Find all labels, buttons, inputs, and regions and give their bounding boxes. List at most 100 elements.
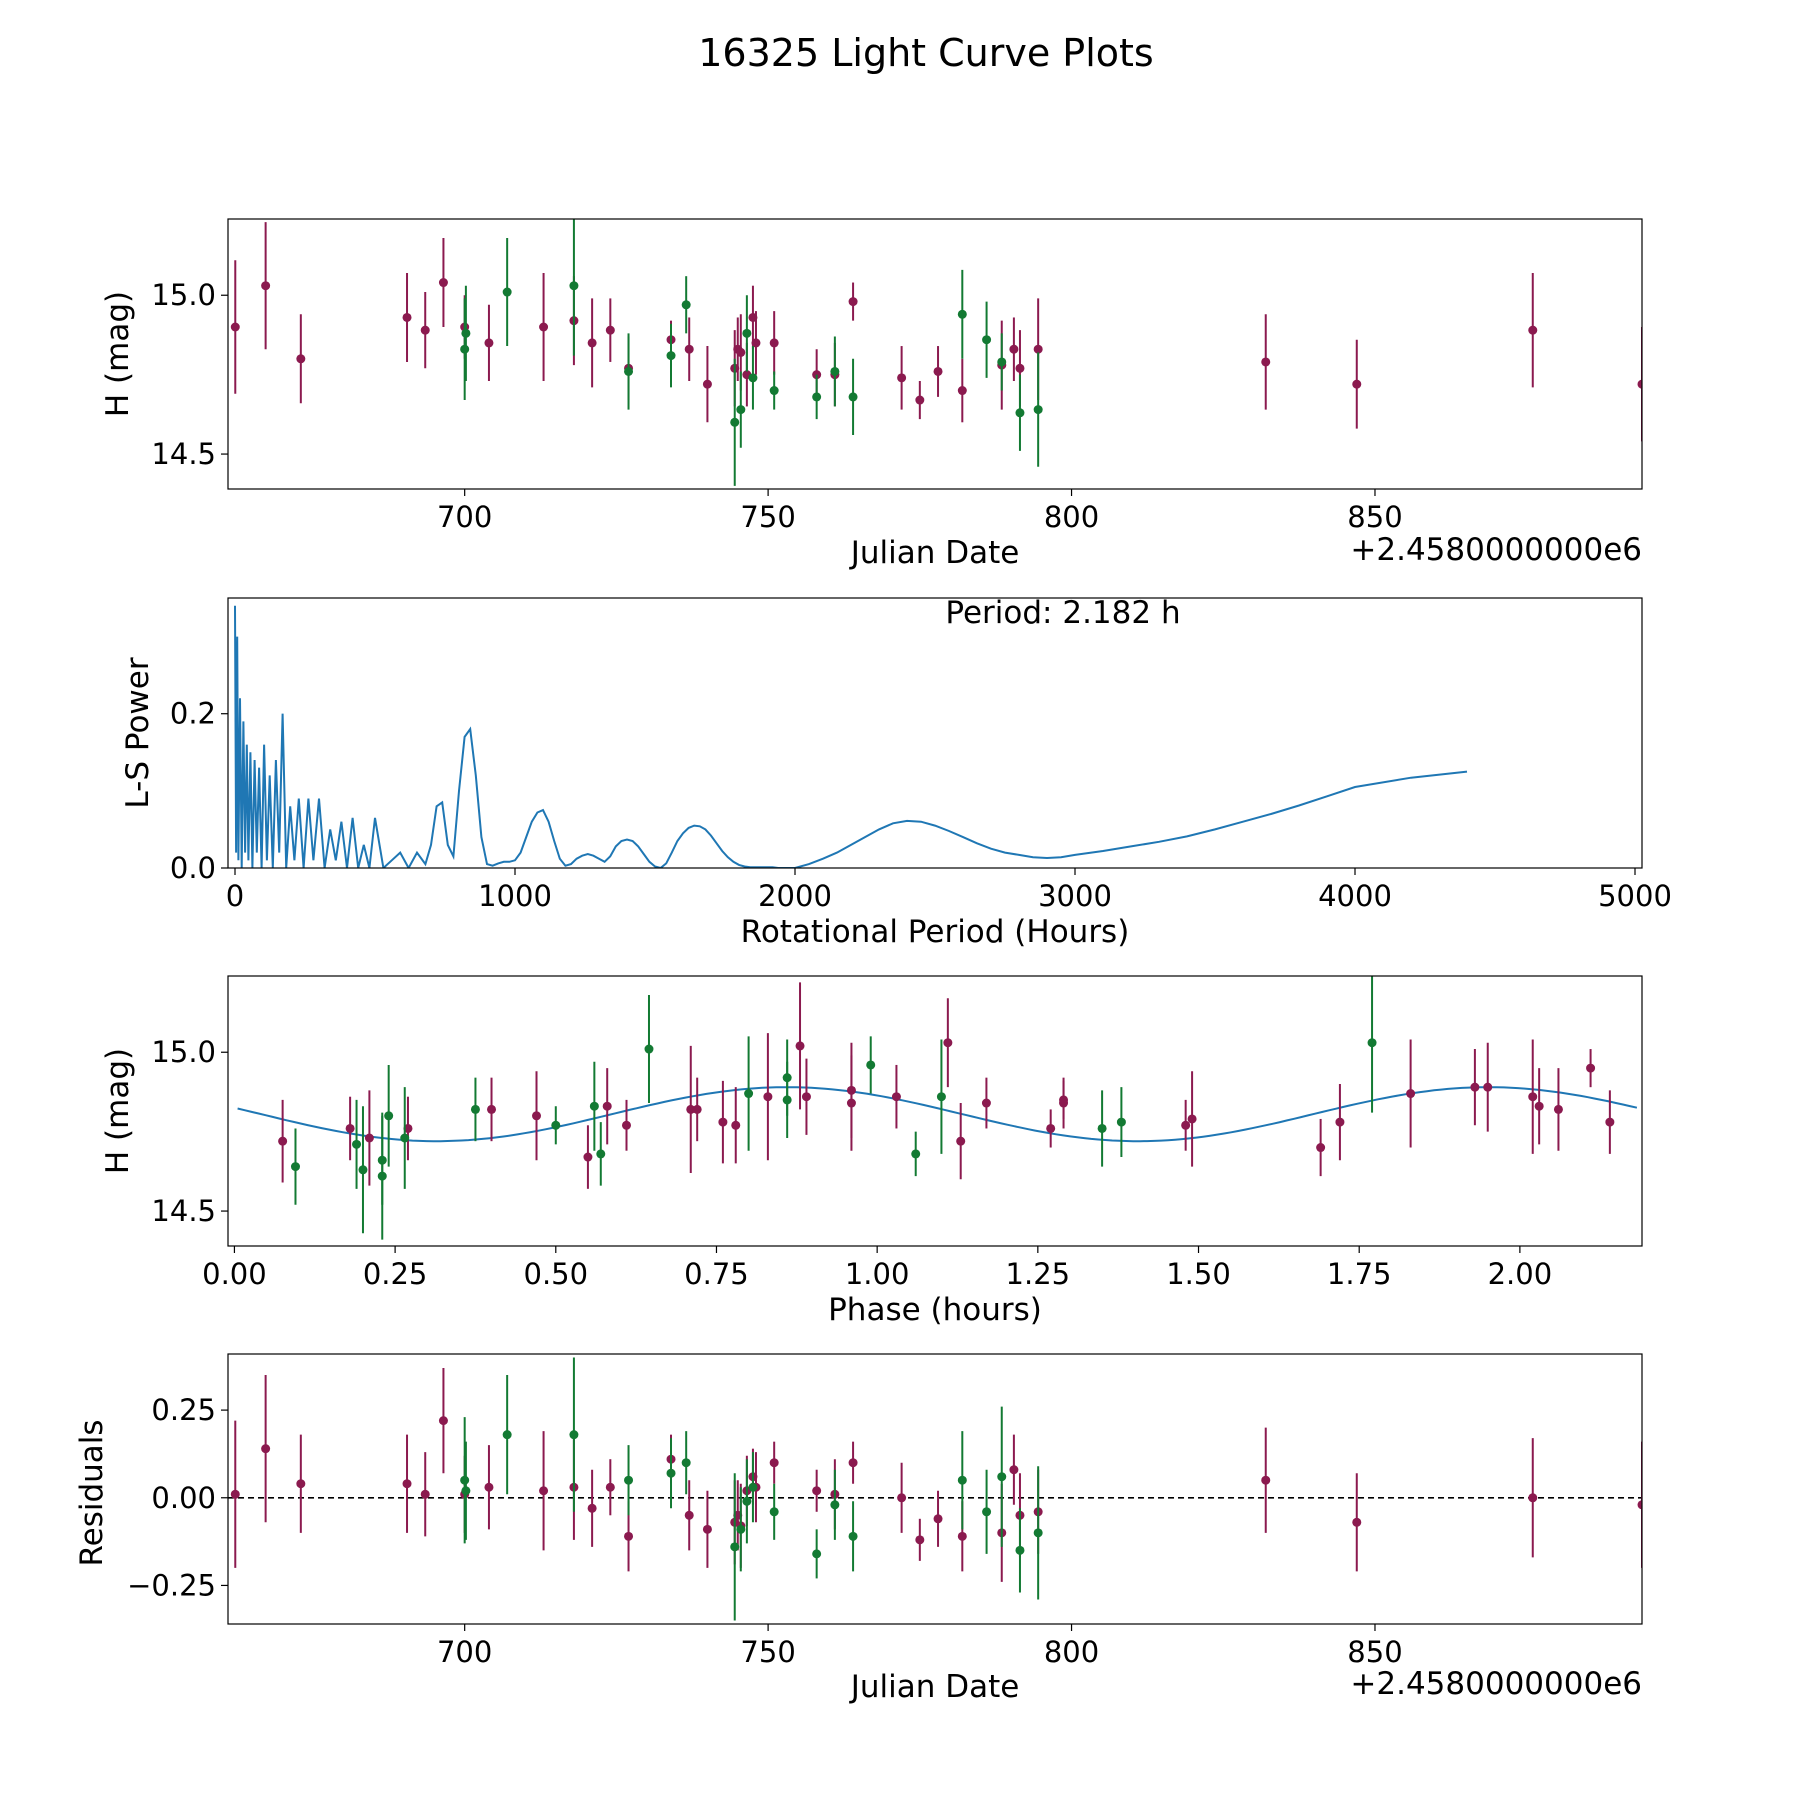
lightcurve-point [1261, 357, 1271, 367]
lightcurve-axes-frame [227, 218, 1643, 490]
lightcurve-point [1528, 325, 1538, 335]
phased-point [551, 1120, 561, 1130]
residuals-point [461, 1486, 471, 1496]
lightcurve-point [666, 351, 676, 361]
residuals-point [296, 1479, 306, 1489]
phased-axes-frame [227, 975, 1643, 1247]
residuals-point [624, 1531, 634, 1541]
phased-point [801, 1092, 811, 1102]
phased-ylabel: H (mag) [100, 1048, 136, 1174]
residuals-point [1015, 1545, 1025, 1555]
phased-point [911, 1149, 921, 1159]
phased-point [981, 1098, 991, 1108]
phased-xlabel: Phase (hours) [828, 1292, 1042, 1328]
residuals-ylabel: Residuals [74, 1419, 110, 1566]
panel-phased: 0.00 0.25 0.50 0.75 1.00 1.25 1.50 1.75 2.00 15.0… [100, 975, 1643, 1328]
lightcurve-offset-text: +2.4580000000e6 [1350, 532, 1642, 568]
lightcurve-xtick-label: 750 [740, 500, 795, 534]
phased-point [1483, 1082, 1493, 1092]
lightcurve-xtick-label: 800 [1044, 500, 1099, 534]
lightcurve-point [730, 417, 740, 427]
phased-point [290, 1162, 300, 1172]
residuals-point [438, 1416, 448, 1426]
residuals-xlabel: Julian Date [849, 1669, 1020, 1705]
lightcurve-point [848, 392, 858, 402]
phased-point [364, 1133, 374, 1143]
phased-point [1470, 1082, 1480, 1092]
lightcurve-point [1009, 344, 1019, 354]
phased-point [943, 1038, 953, 1048]
residuals-point [748, 1482, 758, 1492]
phased-point [1316, 1143, 1326, 1153]
phased-point [278, 1136, 288, 1146]
phased-point [1367, 1038, 1377, 1048]
residuals-point [736, 1524, 746, 1534]
lightcurve-ytick-label: 14.5 [151, 437, 216, 471]
residuals-point [957, 1475, 967, 1485]
lightcurve-point [748, 373, 758, 383]
residuals-point [997, 1472, 1007, 1482]
lightcurve-point [539, 322, 549, 332]
lightcurve-point [624, 366, 634, 376]
lightcurve-point [769, 338, 779, 348]
phased-point [487, 1104, 497, 1114]
residuals-xtick-label: 850 [1347, 1635, 1402, 1669]
phased-point [583, 1152, 593, 1162]
lightcurve-point [736, 347, 746, 357]
residuals-point [830, 1500, 840, 1510]
residuals-point [624, 1475, 634, 1485]
residuals-point [848, 1458, 858, 1468]
lightcurve-point [587, 338, 597, 348]
residuals-point [587, 1503, 597, 1513]
phased-point [866, 1060, 876, 1070]
phased-point [956, 1136, 966, 1146]
lightcurve-point [261, 281, 271, 291]
lightcurve-point [681, 300, 691, 310]
residuals-point [1352, 1517, 1362, 1527]
lightcurve-xtick-label: 850 [1347, 500, 1402, 534]
residuals-xtick-label: 750 [740, 1635, 795, 1669]
periodogram-xtick-label: 3000 [1038, 879, 1112, 913]
periodogram-ytick-label: 0.2 [170, 697, 216, 731]
lightcurve-point [460, 344, 470, 354]
phased-point [377, 1171, 387, 1181]
lightcurve-point [933, 366, 943, 376]
residuals-point [1528, 1493, 1538, 1503]
residuals-point [605, 1482, 615, 1492]
residuals-point [1261, 1475, 1271, 1485]
lightcurve-point [569, 281, 579, 291]
periodogram-xtick-label: 0 [226, 879, 244, 913]
phased-point [470, 1104, 480, 1114]
periodogram-ylabel: L-S Power [120, 657, 156, 808]
residuals-point [982, 1507, 992, 1517]
phased-point [1059, 1095, 1069, 1105]
lightcurve-point [702, 379, 712, 389]
lightcurve-point [915, 395, 925, 405]
residuals-ytick-label: −0.25 [127, 1568, 216, 1602]
residuals-xtick-label: 700 [437, 1635, 492, 1669]
phased-point [1097, 1123, 1107, 1133]
lightcurve-point [461, 328, 471, 338]
periodogram-ytick-label: 0.0 [170, 851, 216, 885]
phased-point [1181, 1120, 1191, 1130]
residuals-point [897, 1493, 907, 1503]
phased-xtick-label: 0.50 [524, 1257, 589, 1291]
phased-point [1605, 1117, 1615, 1127]
lightcurve-point [605, 325, 615, 335]
residuals-point [569, 1430, 579, 1440]
lightcurve-point [957, 386, 967, 396]
periodogram-xtick-label: 5000 [1598, 879, 1672, 913]
residuals-point [1033, 1528, 1043, 1538]
lightcurve-point [484, 338, 494, 348]
lightcurve-point [957, 309, 967, 319]
periodogram-xtick-label: 1000 [478, 879, 552, 913]
periodogram-xtick-label: 2000 [758, 879, 832, 913]
lightcurve-point [736, 405, 746, 415]
residuals-point [261, 1444, 271, 1454]
residuals-point [933, 1514, 943, 1524]
lightcurve-point [1015, 408, 1025, 418]
lightcurve-xlabel: Julian Date [849, 535, 1020, 571]
lightcurve-point [684, 344, 694, 354]
phased-xtick-label: 1.00 [845, 1257, 910, 1291]
periodogram-axes-frame [227, 597, 1643, 869]
